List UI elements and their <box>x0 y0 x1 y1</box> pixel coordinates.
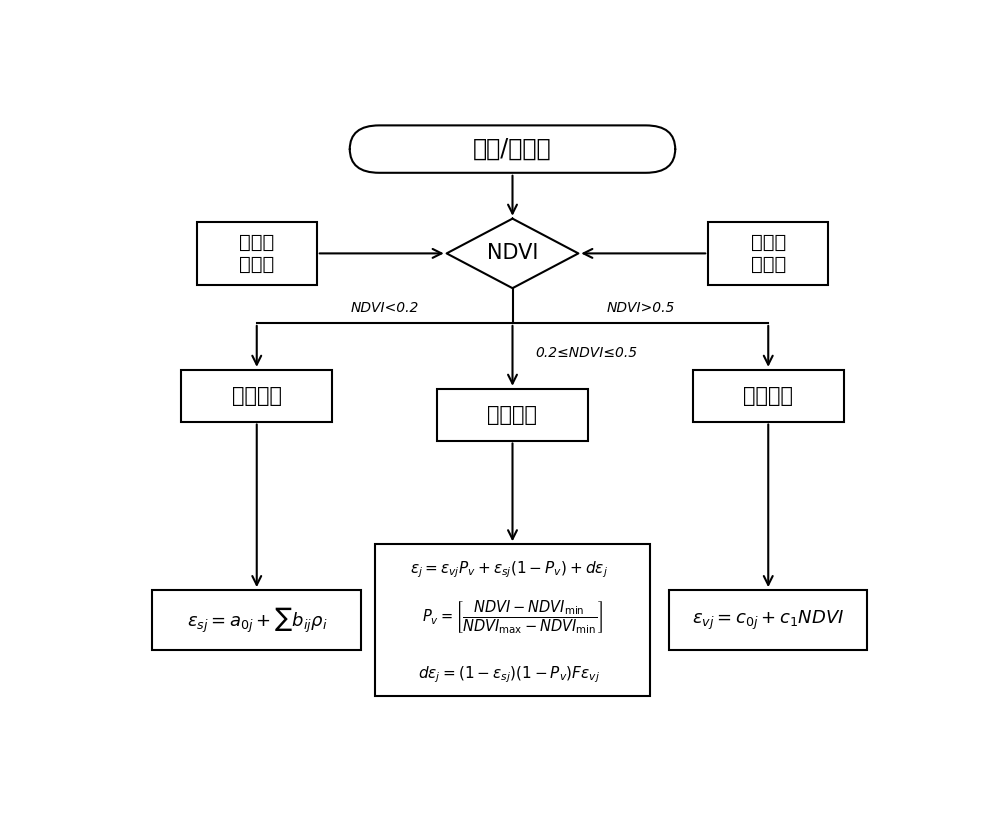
Bar <box>669 590 867 650</box>
Text: 近红外
反射率: 近红外 反射率 <box>751 233 786 274</box>
Text: $P_v = \left[\dfrac{NDVI - NDVI_{\min}}{NDVI_{\max} - NDVI_{\min}}\right]$: $P_v = \left[\dfrac{NDVI - NDVI_{\min}}{… <box>422 598 603 636</box>
Text: NDVI>0.5: NDVI>0.5 <box>606 300 675 314</box>
Bar <box>181 369 332 421</box>
Text: 植被/裸土区: 植被/裸土区 <box>473 137 552 161</box>
Text: NDVI: NDVI <box>487 243 538 264</box>
Bar <box>375 544 650 696</box>
Text: $\varepsilon_{sj} = a_{0j} + \sum b_{ij}\rho_i$: $\varepsilon_{sj} = a_{0j} + \sum b_{ij}… <box>187 605 327 635</box>
Text: 可见光
反射率: 可见光 反射率 <box>239 233 274 274</box>
Bar <box>197 222 317 285</box>
Text: NDVI<0.2: NDVI<0.2 <box>350 300 419 314</box>
Bar <box>708 222 828 285</box>
Bar <box>693 369 844 421</box>
Bar <box>437 388 588 441</box>
Text: 0.2≤NDVI≤0.5: 0.2≤NDVI≤0.5 <box>536 346 638 360</box>
Text: $d\varepsilon_j = (1-\varepsilon_{sj})(1-P_v)F\varepsilon_{vj}$: $d\varepsilon_j = (1-\varepsilon_{sj})(1… <box>418 665 600 686</box>
Polygon shape <box>447 218 578 288</box>
Text: 混合像元: 混合像元 <box>488 405 538 424</box>
Text: $\varepsilon_j = \varepsilon_{vj}P_v + \varepsilon_{sj}(1-P_v) + d\varepsilon_j$: $\varepsilon_j = \varepsilon_{vj}P_v + \… <box>410 559 608 580</box>
Text: $\varepsilon_{vj} = c_{0j} + c_1 NDVI$: $\varepsilon_{vj} = c_{0j} + c_1 NDVI$ <box>692 608 844 631</box>
Text: 裸土像元: 裸土像元 <box>232 386 282 406</box>
Bar <box>152 590 361 650</box>
Text: 植被像元: 植被像元 <box>743 386 793 406</box>
FancyBboxPatch shape <box>350 126 675 172</box>
